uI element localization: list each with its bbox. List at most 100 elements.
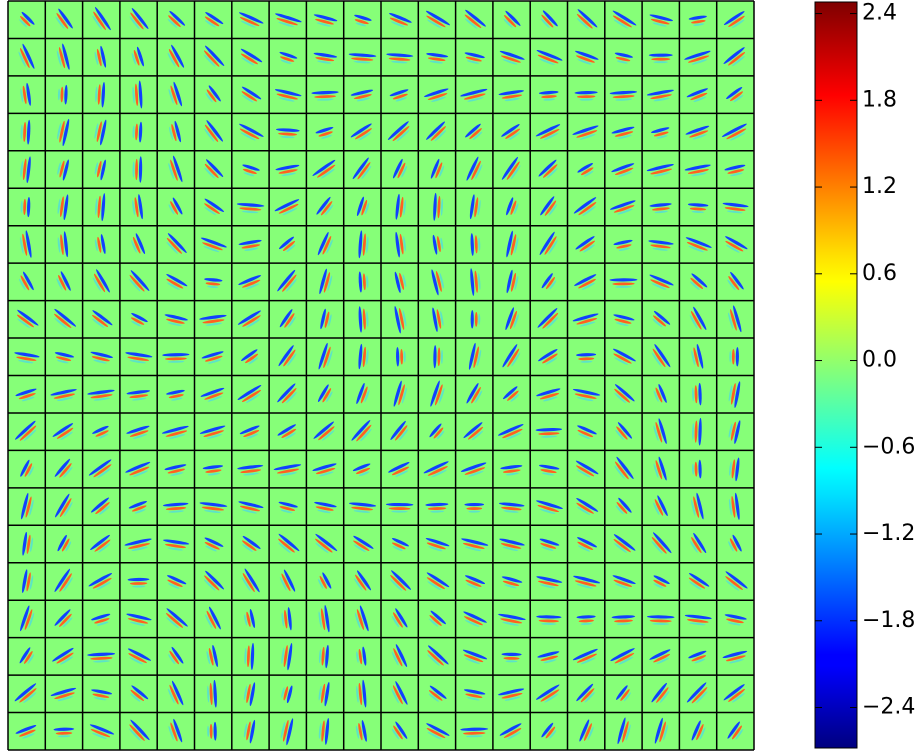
filter-stroke xyxy=(506,230,513,258)
filter-stroke xyxy=(91,689,113,695)
filter-patch xyxy=(576,353,597,363)
filter-stroke xyxy=(730,309,737,331)
filter-stroke xyxy=(437,195,441,219)
filter-stroke xyxy=(165,543,186,549)
filter-stroke xyxy=(93,397,111,401)
filter-stroke xyxy=(205,159,224,178)
filter-stroke xyxy=(241,210,259,214)
filter-patch xyxy=(278,345,297,367)
filter-stroke xyxy=(318,426,335,441)
filter-stroke xyxy=(213,679,217,708)
filter-stroke xyxy=(62,617,73,628)
filter-stroke xyxy=(59,463,72,478)
filter-stroke xyxy=(99,505,110,515)
filter-stroke xyxy=(498,90,524,96)
filter-patch xyxy=(689,306,707,330)
filter-stroke xyxy=(576,130,598,138)
filter-stroke xyxy=(131,240,137,253)
filter-stroke xyxy=(172,197,183,215)
filter-stroke xyxy=(541,435,557,438)
filter-stroke xyxy=(470,233,474,256)
filter-stroke xyxy=(511,272,516,292)
filter-patch xyxy=(277,383,297,404)
filter-stroke xyxy=(168,163,174,180)
filter-patch xyxy=(611,126,635,139)
filter-stroke xyxy=(16,356,37,361)
filter-stroke xyxy=(543,132,559,141)
filter-stroke xyxy=(57,534,67,552)
filter-patch xyxy=(348,53,377,64)
filter-stroke xyxy=(60,656,74,665)
filter-stroke xyxy=(684,614,712,620)
filter-patch xyxy=(653,495,668,517)
filter-patch xyxy=(498,613,526,626)
filter-stroke xyxy=(242,535,261,549)
filter-stroke xyxy=(439,165,445,178)
filter-stroke xyxy=(696,724,704,741)
filter-patch xyxy=(536,576,563,589)
filter-stroke xyxy=(536,50,563,61)
filter-patch xyxy=(539,538,560,551)
filter-stroke xyxy=(581,282,596,290)
filter-stroke xyxy=(94,697,107,701)
filter-stroke xyxy=(50,389,77,396)
filter-stroke xyxy=(22,43,35,69)
filter-stroke xyxy=(26,119,31,145)
filter-patch xyxy=(19,11,35,28)
filter-stroke xyxy=(318,342,328,370)
filter-stroke xyxy=(499,723,522,736)
filter-stroke xyxy=(278,203,299,214)
filter-stroke xyxy=(734,492,740,520)
filter-stroke xyxy=(427,466,448,476)
filter-patch xyxy=(727,721,744,740)
filter-stroke xyxy=(238,275,262,285)
filter-stroke xyxy=(693,347,699,368)
filter-stroke xyxy=(691,655,707,662)
filter-stroke xyxy=(169,10,186,26)
filter-stroke xyxy=(168,725,174,741)
filter-stroke xyxy=(19,688,37,703)
filter-stroke xyxy=(722,650,748,659)
filter-stroke xyxy=(427,19,442,29)
filter-stroke xyxy=(501,576,523,583)
filter-stroke xyxy=(132,397,147,401)
filter-patch xyxy=(167,10,186,28)
filter-patch xyxy=(722,650,748,664)
filter-stroke xyxy=(313,421,335,439)
filter-stroke xyxy=(652,207,670,211)
filter-stroke xyxy=(239,128,260,140)
filter-stroke xyxy=(728,312,734,329)
filter-patch xyxy=(649,203,672,214)
filter-patch xyxy=(356,383,370,405)
filter-stroke xyxy=(390,420,406,440)
filter-patch xyxy=(652,310,671,328)
filter-stroke xyxy=(497,424,524,436)
filter-stroke xyxy=(281,647,285,664)
filter-patch xyxy=(612,575,636,589)
filter-patch xyxy=(125,352,153,364)
filter-patch xyxy=(391,721,408,740)
filter-stroke xyxy=(129,728,141,741)
filter-stroke xyxy=(90,534,110,551)
filter-stroke xyxy=(171,397,183,401)
filter-patch xyxy=(14,352,40,364)
filter-stroke xyxy=(691,273,708,288)
filter-stroke xyxy=(538,159,557,177)
filter-stroke xyxy=(241,95,254,103)
filter-stroke xyxy=(278,345,294,367)
filter-patch xyxy=(724,614,747,626)
filter-stroke xyxy=(202,465,224,470)
filter-stroke xyxy=(728,499,732,516)
filter-stroke xyxy=(239,12,264,24)
filter-stroke xyxy=(315,542,329,554)
filter-patch xyxy=(501,652,522,663)
filter-stroke xyxy=(538,90,559,95)
filter-stroke xyxy=(283,645,288,668)
filter-stroke xyxy=(278,533,300,552)
filter-stroke xyxy=(322,572,332,589)
filter-stroke xyxy=(514,237,519,254)
filter-stroke xyxy=(690,92,708,101)
filter-stroke xyxy=(165,430,188,437)
filter-stroke xyxy=(317,232,329,256)
filter-stroke xyxy=(317,384,329,403)
